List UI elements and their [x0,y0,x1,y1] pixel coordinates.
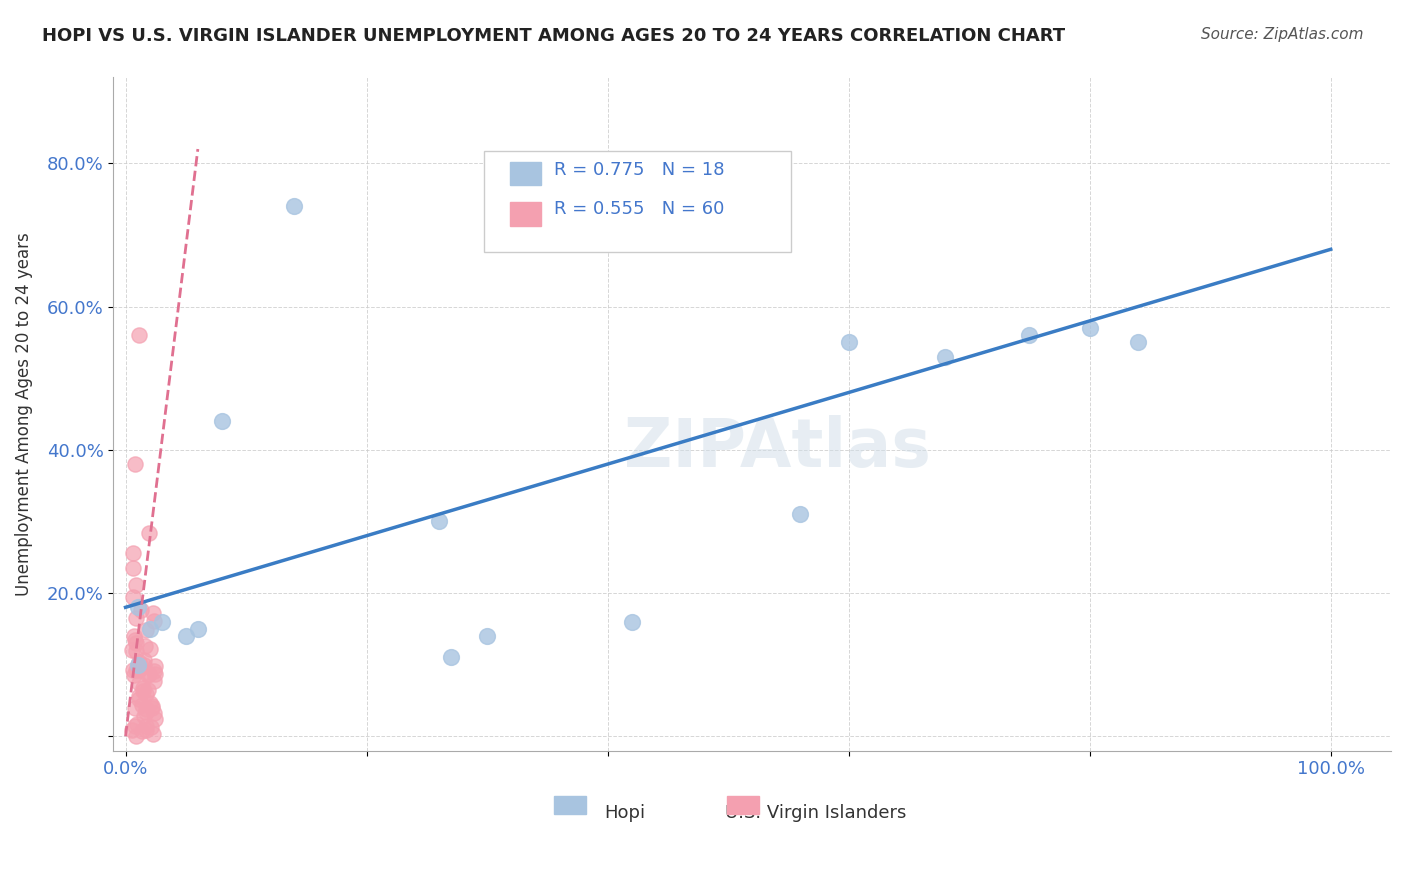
Text: U.S. Virgin Islanders: U.S. Virgin Islanders [725,805,907,822]
Point [121,723,143,737]
Point [128,663,150,677]
Point [187,622,209,636]
Point [122,591,145,605]
Point [128,328,150,343]
Point [934,350,956,364]
Point [138,666,160,681]
Point [124,663,146,677]
Text: HOPI VS U.S. VIRGIN ISLANDER UNEMPLOYMENT AMONG AGES 20 TO 24 YEARS CORRELATION : HOPI VS U.S. VIRGIN ISLANDER UNEMPLOYMEN… [42,27,1066,45]
Text: R = 0.555   N = 60: R = 0.555 N = 60 [554,200,724,218]
Point [139,720,162,734]
Point [142,674,165,689]
Point [121,561,143,575]
Point [129,603,152,617]
Point [150,615,173,629]
Point [128,689,150,703]
Point [132,658,155,673]
Point [136,682,159,697]
Point [124,700,146,714]
Point [139,642,162,657]
Point [124,633,146,648]
Point [125,635,148,649]
Point [143,664,166,678]
Bar [554,796,586,814]
FancyBboxPatch shape [484,152,790,252]
Text: R = 0.775   N = 18: R = 0.775 N = 18 [554,161,724,179]
Point [121,643,143,657]
Point [142,606,165,620]
Point [143,712,166,726]
Text: ZIPAtlas: ZIPAtlas [624,415,931,481]
Point [1126,335,1149,350]
Point [143,706,166,720]
Point [131,698,153,713]
Point [135,705,157,719]
Point [1078,321,1101,335]
Point [1018,328,1040,343]
Point [132,684,155,698]
Point [131,723,153,738]
Y-axis label: Unemployment Among Ages 20 to 24 years: Unemployment Among Ages 20 to 24 years [15,232,32,596]
Point [122,668,145,682]
Bar [509,202,541,226]
Point [789,507,811,521]
Point [127,600,149,615]
Point [620,615,643,629]
Point [143,666,166,681]
Text: Hopi: Hopi [605,805,645,822]
Point [139,696,162,710]
Point [132,709,155,723]
Point [125,578,148,592]
Point [128,692,150,706]
Bar [509,161,541,186]
Point [135,623,157,637]
Point [142,727,165,741]
Point [127,657,149,672]
Point [135,702,157,716]
Point [174,629,197,643]
Point [125,717,148,731]
Point [122,546,145,560]
Point [211,414,233,428]
Point [838,335,860,350]
Bar [727,796,759,814]
Point [475,629,498,643]
Point [121,663,143,677]
Point [125,729,148,743]
Point [138,622,160,636]
Point [141,698,163,713]
Point [440,650,463,665]
Point [124,457,146,471]
Point [128,675,150,690]
Point [134,653,156,667]
Point [125,644,148,658]
Point [143,659,166,673]
Point [135,719,157,733]
Point [141,701,163,715]
Point [122,629,145,643]
Point [143,614,166,628]
Point [427,515,450,529]
Point [136,668,159,682]
Point [131,681,153,695]
Point [124,719,146,733]
Point [127,660,149,674]
Point [125,611,148,625]
Point [283,199,305,213]
Point [129,661,152,675]
Point [135,723,157,737]
Text: Source: ZipAtlas.com: Source: ZipAtlas.com [1201,27,1364,42]
Point [128,655,150,669]
Point [134,639,156,653]
Point [138,526,160,541]
Point [135,687,157,701]
